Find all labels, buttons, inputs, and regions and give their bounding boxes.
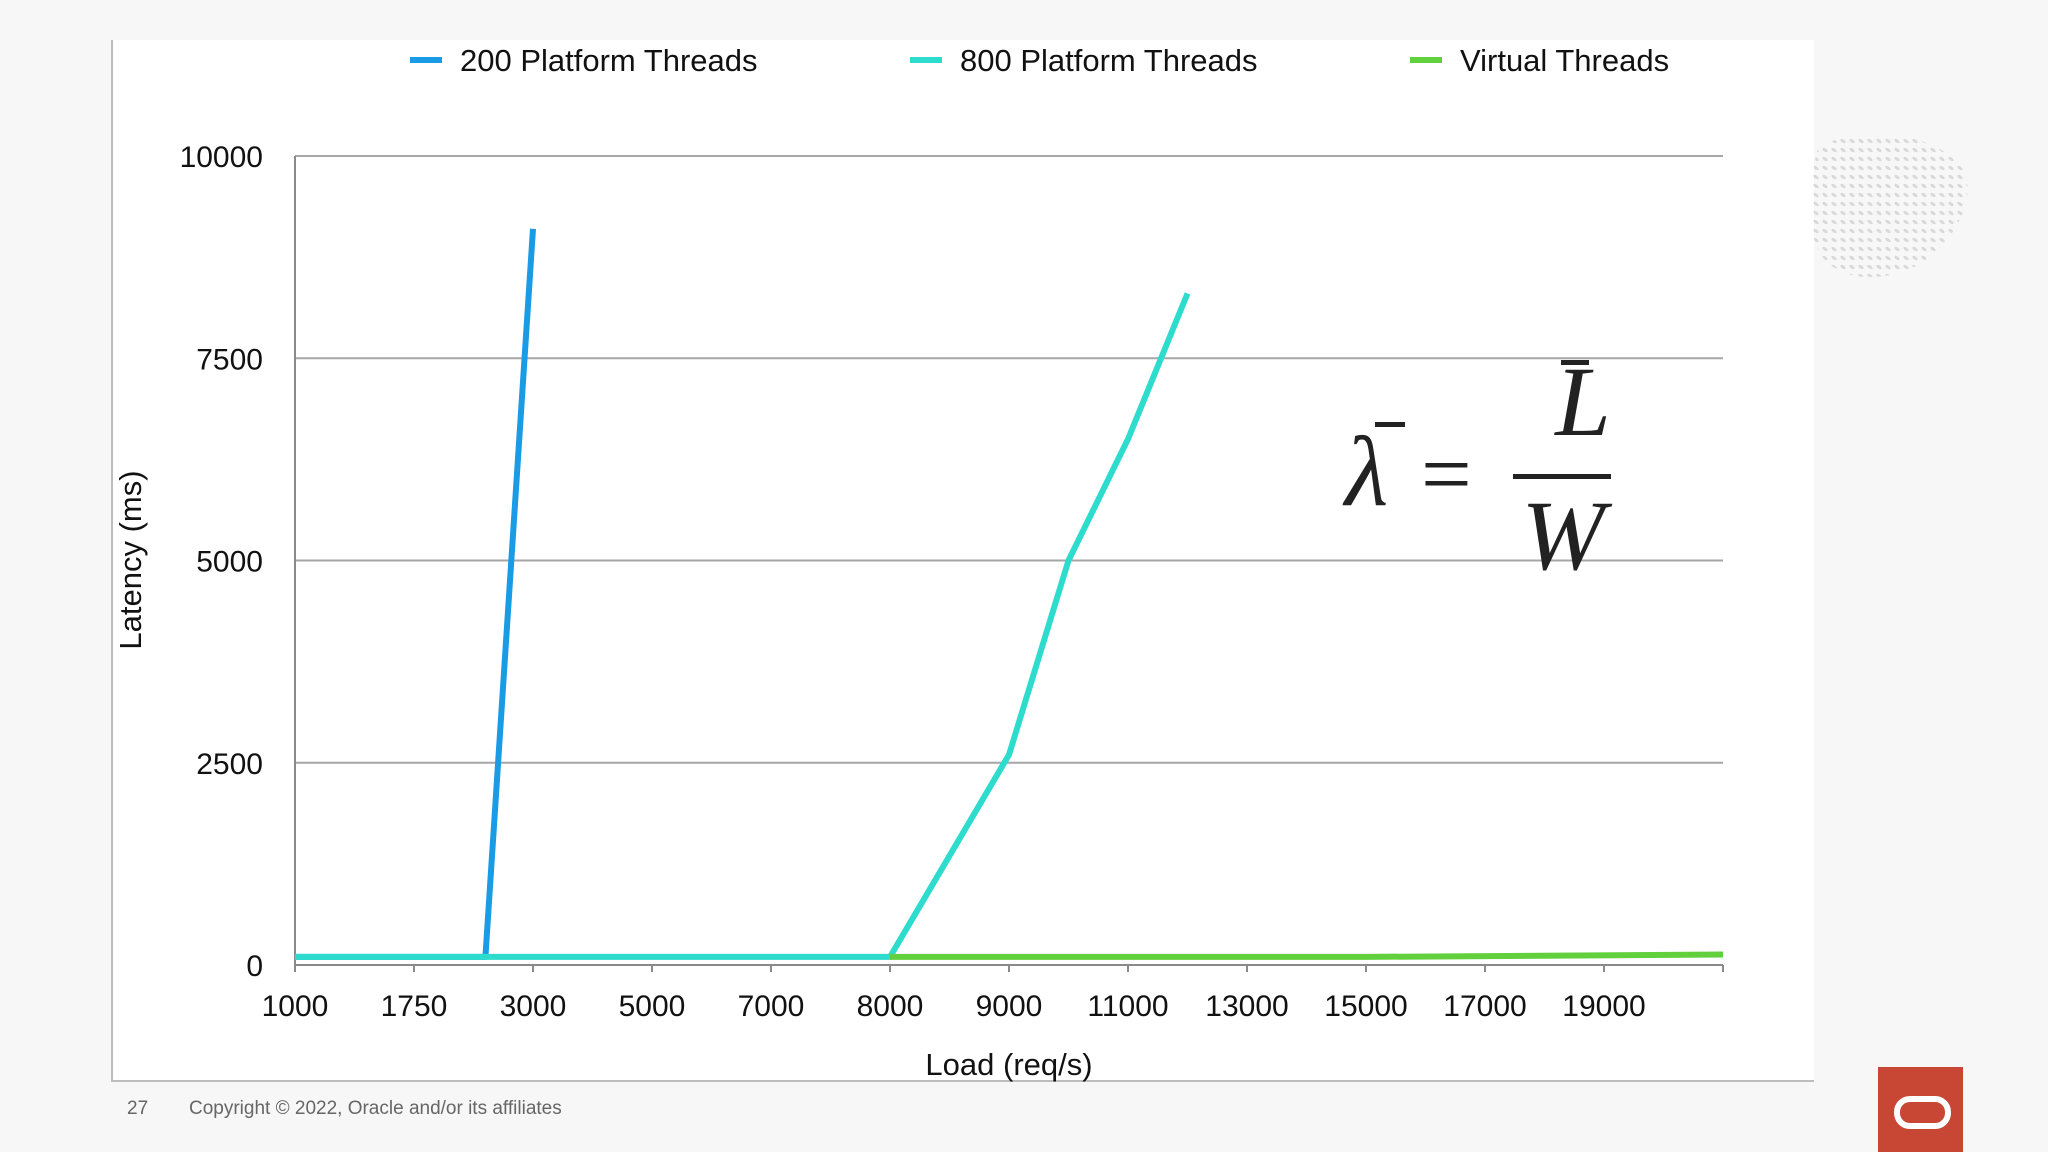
axes: 0 2500 5000 7500 10000 1000 1750 3000 5000 7000 80… xyxy=(180,141,1724,1023)
x-tick-label: 7000 xyxy=(738,990,805,1023)
x-tick-label: 19000 xyxy=(1562,990,1645,1023)
series-lines xyxy=(295,228,1724,960)
oracle-logo-ring xyxy=(1894,1096,1951,1129)
x-tick-label: 13000 xyxy=(1205,990,1288,1023)
x-tick-label: 17000 xyxy=(1443,990,1526,1023)
x-tick-label: 11000 xyxy=(1087,990,1168,1023)
series-line-3 xyxy=(890,951,1724,960)
slide-left-rule xyxy=(111,40,113,1080)
formula-denominator: W xyxy=(1521,480,1605,591)
y-tick-label: 10000 xyxy=(180,141,263,174)
x-tick-label: 1750 xyxy=(381,990,448,1023)
x-axis-title: Load (req/s) xyxy=(925,1047,1092,1082)
oracle-logo-icon xyxy=(1878,1067,1963,1152)
legend-label: Virtual Threads xyxy=(1460,43,1669,78)
legend: 200 Platform Threads 800 Platform Threads… xyxy=(410,43,1669,78)
page-number: 27 xyxy=(127,1098,149,1119)
formula-numerator-bar xyxy=(1561,360,1589,365)
decorative-pattern-icon xyxy=(1812,134,1968,278)
y-tick-label: 5000 xyxy=(196,546,263,579)
formula-equals: = xyxy=(1421,425,1472,524)
y-tick-label: 7500 xyxy=(196,343,263,376)
x-tick-label: 1000 xyxy=(262,990,329,1023)
formula-lambda-bar xyxy=(1375,422,1405,427)
x-tick-label: 8000 xyxy=(857,990,924,1023)
formula-lambda: λ xyxy=(1345,416,1389,527)
copyright-text: Copyright © 2022, Oracle and/or its affi… xyxy=(189,1098,562,1119)
x-tick-label: 3000 xyxy=(500,990,567,1023)
series-line-2 xyxy=(295,292,1191,960)
legend-label: 200 Platform Threads xyxy=(460,43,758,78)
littles-law-formula: λ = L W xyxy=(1345,352,1625,592)
x-tick-label: 9000 xyxy=(976,990,1043,1023)
y-axis-title: Latency (ms) xyxy=(113,470,148,649)
legend-label: 800 Platform Threads xyxy=(960,43,1258,78)
y-tick-label: 2500 xyxy=(196,748,263,781)
x-tick-label: 15000 xyxy=(1324,990,1407,1023)
x-tick-label: 5000 xyxy=(619,990,686,1023)
y-tick-label: 0 xyxy=(246,950,263,983)
grid-lines xyxy=(295,155,1723,764)
series-line-1 xyxy=(295,228,536,960)
formula-fraction-bar xyxy=(1513,474,1611,479)
slide-bottom-rule xyxy=(111,1080,1814,1082)
formula-numerator: L xyxy=(1555,346,1611,457)
